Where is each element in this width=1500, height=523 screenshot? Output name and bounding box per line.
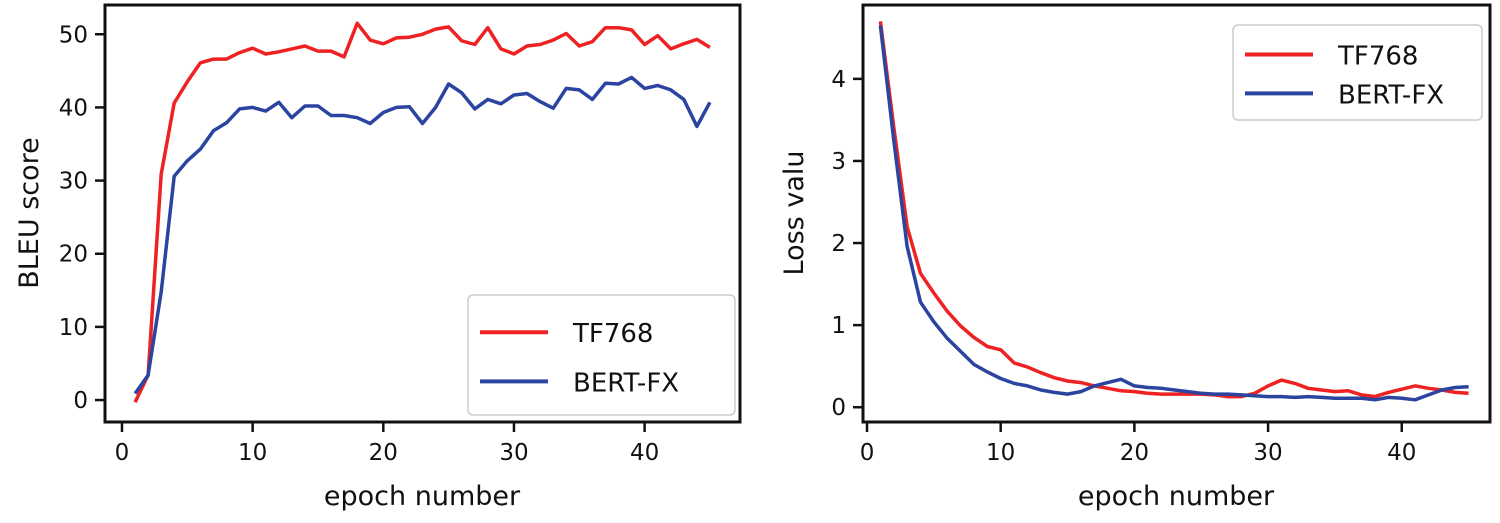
x-tick-label: 0 [860, 440, 875, 466]
x-axis-label: epoch number [324, 481, 521, 512]
y-tick-label: 30 [59, 169, 88, 195]
legend: TF768 BERT-FX [1232, 24, 1483, 121]
x-tick-label: 0 [115, 440, 130, 466]
y-tick-label: 1 [831, 313, 846, 339]
y-tick-label: 10 [59, 315, 88, 341]
x-tick-label: 30 [1253, 440, 1282, 466]
x-tick-label: 30 [499, 440, 528, 466]
legend-box [467, 294, 736, 416]
x-axis-label: epoch number [1078, 481, 1275, 512]
plot-frame [103, 3, 742, 424]
legend-label: BERT-FX [1338, 80, 1444, 110]
y-tick-label: 20 [59, 242, 88, 268]
x-tick-label: 40 [630, 440, 659, 466]
y-tick-label: 3 [831, 149, 846, 175]
y-axis-label: BLEU score [14, 137, 45, 289]
series-line-bert-fx [878, 25, 1469, 402]
x-tick-label: 20 [369, 440, 398, 466]
y-tick-label: 0 [73, 388, 88, 414]
series-line-tf768 [878, 21, 1469, 399]
x-tick-label: 40 [1387, 440, 1416, 466]
x-tick-label: 20 [1120, 440, 1149, 466]
plot-frame [861, 3, 1492, 424]
legend: TF768 BERT-FX [467, 294, 736, 416]
y-tick-label: 40 [59, 95, 88, 121]
y-tick-label: 50 [59, 22, 88, 48]
legend-label: TF768 [1337, 41, 1418, 71]
y-tick-label: 4 [831, 67, 846, 93]
series-line-bert-fx [133, 75, 712, 395]
legend-label: TF768 [572, 319, 653, 349]
x-tick-label: 10 [238, 440, 267, 466]
series-line-tf768 [133, 21, 711, 403]
loss-chart: epoch number Loss valu 0 10 20 30 40 0 1 2 3 4 TF7… [779, 3, 1492, 512]
y-tick-label: 0 [831, 395, 846, 421]
bleu-chart: epoch number BLEU score 0 10 20 30 40 0 10 20 30… [14, 3, 742, 512]
y-axis-label: Loss valu [779, 151, 810, 276]
x-tick-label: 10 [986, 440, 1015, 466]
y-tick-label: 2 [831, 231, 846, 257]
legend-label: BERT-FX [573, 368, 679, 398]
legend-box [1232, 24, 1483, 121]
